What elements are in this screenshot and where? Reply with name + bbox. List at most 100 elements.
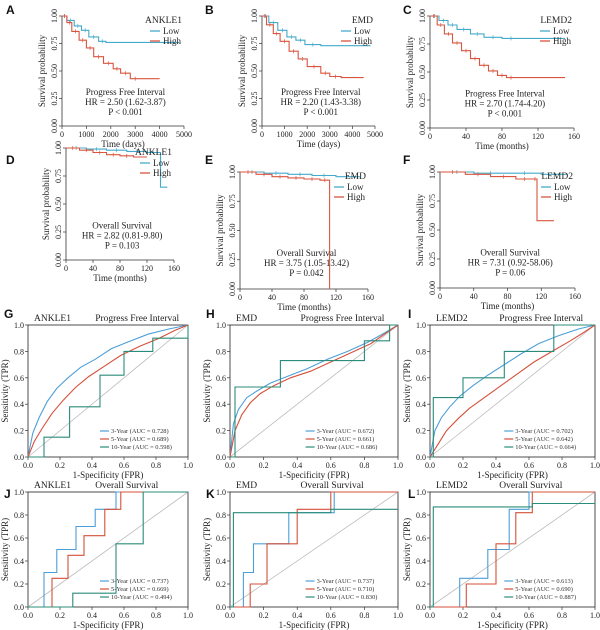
y-tick-label: 0.00 <box>228 282 237 296</box>
y-tick-label: 0.75 <box>428 194 437 208</box>
stat-line: P < 0.001 <box>488 109 523 119</box>
plot-frame <box>229 324 399 458</box>
y-tick-label: 1.00 <box>250 9 259 23</box>
y-tick-label: 0.6 <box>216 374 226 383</box>
stat-line: Overall Survival <box>480 248 540 258</box>
series-line-10-year <box>230 324 398 458</box>
y-tick-label: 0.75 <box>50 37 59 51</box>
panel-letter: A <box>6 3 15 17</box>
legend-label-high: High <box>347 192 366 202</box>
y-tick-label: 0.0 <box>14 453 24 462</box>
y-tick-label: 0.50 <box>250 64 259 78</box>
y-tick-label: 0.25 <box>418 93 427 107</box>
x-tick-label: 0.8 <box>557 611 567 620</box>
legend-label-high: High <box>153 168 172 178</box>
y-tick-label: 0.0 <box>216 603 226 612</box>
panel-letter: B <box>205 3 214 17</box>
stat-line: P = 0.103 <box>105 241 140 251</box>
series-line-high <box>430 15 565 79</box>
series-line-low <box>430 15 565 39</box>
y-tick-label: 0.6 <box>14 374 24 383</box>
gene-label: LEMD2 <box>540 16 572 26</box>
series-line-high <box>262 15 364 79</box>
x-tick-label: 0.2 <box>259 611 269 620</box>
plot-frame <box>27 491 189 608</box>
panel-title-endpoint: Overall Survival <box>95 481 158 491</box>
y-tick-label: 1.0 <box>14 321 24 330</box>
x-tick-label: 0.6 <box>326 461 336 470</box>
panel-e: E 0 40 80 120 160 0.00 0.25 0.50 0.75 1.00 Time (mo… <box>205 153 374 312</box>
y-axis-label: Sensitivity (TPR) <box>202 518 212 581</box>
panel-title-gene: EMD <box>236 481 257 491</box>
y-axis-label: Sensitivity (TPR) <box>0 359 10 422</box>
stat-line: P = 0.042 <box>289 268 324 278</box>
legend-label-low: Low <box>153 158 170 168</box>
y-tick-label: 0.75 <box>228 194 237 208</box>
x-axis-label: 1-Specificity (FPR) <box>477 620 548 630</box>
y-tick-label: 1.00 <box>418 9 427 23</box>
y-tick-label: 1.00 <box>228 165 237 179</box>
x-tick-label: 0.4 <box>491 611 501 620</box>
x-tick-label: 1.0 <box>393 461 403 470</box>
panel-letter: I <box>408 307 411 321</box>
y-tick-label: 1.0 <box>216 321 226 330</box>
y-tick-label: 1.0 <box>416 321 426 330</box>
x-axis-label: Time (months) <box>481 301 534 311</box>
x-tick-label: 1.0 <box>183 611 193 620</box>
y-tick-label: 0.50 <box>428 223 437 237</box>
x-tick-label: 5000 <box>176 130 192 139</box>
legend-label: 5-Year (AUC = 0.689) <box>111 436 169 443</box>
y-tick-label: 0.2 <box>14 427 24 436</box>
panel-h: H 0.0 0.2 0.4 0.6 0.8 1.0 0.0 0.2 0.4 0.6 0.8 1.0 1-S… <box>202 307 403 480</box>
y-tick-label: 0.25 <box>428 252 437 266</box>
x-tick-label: 0.4 <box>292 611 302 620</box>
y-tick-label: 0.00 <box>54 253 63 267</box>
series-line-high <box>66 147 147 158</box>
panel-title-endpoint: Overall Survival <box>499 481 562 491</box>
y-tick-label: 0.6 <box>14 534 24 543</box>
y-tick-label: 0.8 <box>416 511 426 520</box>
x-tick-label: 0.2 <box>259 461 269 470</box>
y-axis-label: Sensitivity (TPR) <box>402 518 412 581</box>
x-tick-label: 40 <box>268 293 276 302</box>
series-line-3-year <box>430 491 595 608</box>
series-line-5-year <box>28 491 188 608</box>
x-axis-label: Time (days) <box>101 139 144 149</box>
x-axis-label: Time (months) <box>475 141 528 151</box>
x-tick-label: 120 <box>141 264 153 273</box>
x-tick-label: 0.4 <box>87 611 97 620</box>
x-tick-label: 1.0 <box>183 461 193 470</box>
series-line-3-year <box>27 324 189 458</box>
y-axis-label: Sensitivity (TPR) <box>202 359 212 422</box>
x-tick-label: 0.6 <box>524 461 534 470</box>
x-tick-label: 120 <box>330 293 342 302</box>
stat-line: P = 0.06 <box>495 268 525 278</box>
reference-diagonal <box>27 491 189 608</box>
stat-line: HR = 2.20 (1.43-3.38) <box>280 97 361 107</box>
legend-label-low: Low <box>347 182 364 192</box>
legend-label: 10-Year (AUC = 0.664) <box>515 444 576 451</box>
plot-frame <box>27 324 189 458</box>
legend-label: 5-Year (AUC = 0.710) <box>317 586 375 593</box>
y-tick-label: 0.0 <box>216 453 226 462</box>
reference-diagonal <box>229 491 399 608</box>
x-tick-label: 2000 <box>299 130 315 139</box>
x-tick-label: 0.0 <box>225 611 235 620</box>
panel-f: F 0 40 80 120 160 0.00 0.25 0.50 0.75 1.00 Time (mo… <box>403 153 581 311</box>
panel-title-endpoint: Overall Survival <box>301 481 364 491</box>
x-tick-label: 0.0 <box>23 611 33 620</box>
gene-label: LEMD2 <box>541 172 573 182</box>
panel-title-gene: ANKLE1 <box>34 314 71 324</box>
x-tick-label: 0.0 <box>425 461 435 470</box>
y-tick-label: 1.00 <box>428 165 437 179</box>
x-tick-label: 1000 <box>277 130 293 139</box>
legend-label: 5-Year (AUC = 0.642) <box>515 436 573 443</box>
y-tick-label: 0.0 <box>416 453 426 462</box>
panel-b: B 0 1000 2000 3000 4000 5000 0.00 0.25 0.50 0.75 1.… <box>205 3 383 149</box>
legend-label: 3-Year (AUC = 0.672) <box>317 428 375 435</box>
y-tick-label: 0.00 <box>418 121 427 135</box>
legend-label: 3-Year (AUC = 0.613) <box>515 578 573 585</box>
x-tick-label: 120 <box>532 132 544 141</box>
x-tick-label: 40 <box>470 292 478 301</box>
